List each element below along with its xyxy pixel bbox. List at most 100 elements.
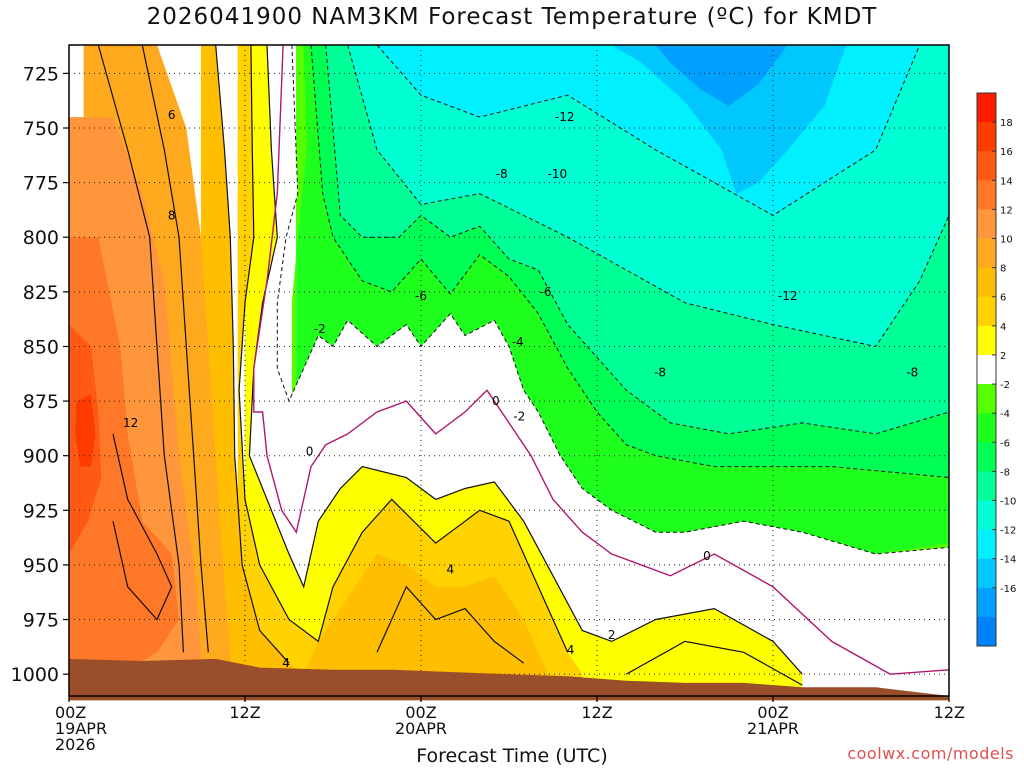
colorbar-swatch xyxy=(977,238,996,269)
colorbar-swatch xyxy=(977,296,996,327)
colorbar-label: -8 xyxy=(1000,467,1010,478)
contour-zero-0 xyxy=(253,45,949,675)
colorbar-swatch xyxy=(977,442,996,472)
colorbar-label: 18 xyxy=(1000,118,1013,129)
colorbar-swatch xyxy=(977,267,996,298)
colorbar-swatch xyxy=(977,325,996,356)
x-tick-label: 2026 xyxy=(55,735,96,754)
contour-solid-5 xyxy=(376,585,525,664)
y-tick-label: 825 xyxy=(23,282,59,304)
colorbar-label: 12 xyxy=(1000,205,1013,216)
colorbar-label: -16 xyxy=(1000,584,1016,595)
plot-frame xyxy=(68,44,950,697)
y-tick-label: 975 xyxy=(23,610,59,632)
y-tick-label: 950 xyxy=(23,555,59,577)
contour-label: -6 xyxy=(540,285,552,299)
contour-labels: 6 8 12 -12 -8 -10 -6 -6 -2 -4 0 -2 0 -8 -12 -8 4 0 2 4 4 xyxy=(123,108,918,670)
contour-label: 6 xyxy=(168,108,176,122)
colorbar-label: 2 xyxy=(1000,351,1006,362)
contour-label: 4 xyxy=(447,562,455,576)
colorbar-label: 16 xyxy=(1000,147,1013,158)
colorbar-label: 4 xyxy=(1000,322,1006,333)
y-tick-label: 850 xyxy=(23,336,59,358)
y-tick-label: 925 xyxy=(23,500,59,522)
contour-label: 0 xyxy=(306,444,314,458)
colorbar-swatch xyxy=(977,558,996,589)
colorbar-label: -12 xyxy=(1000,526,1016,537)
contour-solid-2 xyxy=(238,45,569,653)
y-tick-label: 875 xyxy=(23,391,59,413)
contour-label: 8 xyxy=(168,208,176,222)
contour-label: 0 xyxy=(703,549,711,563)
x-tick-label: 00Z xyxy=(55,703,86,722)
contour-solid-6 xyxy=(112,433,173,621)
contour-label: -12 xyxy=(778,289,798,303)
x-tick-label: 20APR xyxy=(395,719,447,738)
colorbar-swatch xyxy=(977,354,996,385)
contour-label: 2 xyxy=(608,628,616,642)
x-tick-label: 21APR xyxy=(747,719,799,738)
colorbar-swatch xyxy=(977,93,996,123)
contour-dashed-4 xyxy=(276,45,949,555)
contour-label: -10 xyxy=(548,167,568,181)
field-14-16-cold xyxy=(611,45,847,194)
colorbar-label: -10 xyxy=(1000,496,1016,507)
y-tick-label: 750 xyxy=(23,118,59,140)
colorbar-label: -6 xyxy=(1000,438,1010,449)
colorbar-swatch xyxy=(977,180,996,210)
y-tick-label: 725 xyxy=(23,63,59,85)
x-tick-label: 12Z xyxy=(934,703,965,722)
terrain-surface xyxy=(69,658,949,701)
contour-label: -8 xyxy=(654,366,666,380)
colorbar-swatch xyxy=(977,616,996,647)
colorbar: 18 16 14 12 10 8 6 4 2 -2 -4 -6 -8 -10 -12 -14 -16 xyxy=(976,92,1016,647)
colorbar-frame xyxy=(976,92,997,647)
colorbar-label: 6 xyxy=(1000,293,1006,304)
y-tick-label: 775 xyxy=(23,173,59,195)
colorbar-swatch xyxy=(977,529,996,560)
x-tick-label: 00Z xyxy=(405,703,436,722)
contour-lines xyxy=(97,45,949,686)
field-6-8 xyxy=(201,45,553,696)
colorbar-label: 14 xyxy=(1000,176,1013,187)
field-4-6 xyxy=(237,45,583,696)
contour-label: -2 xyxy=(314,322,326,336)
field-18-16-cold xyxy=(655,45,788,107)
y-tick-label: 800 xyxy=(23,227,59,249)
contour-label: -8 xyxy=(906,366,918,380)
contour-label: 4 xyxy=(567,643,575,657)
axis-ticks: 725750775800825850875900925950975100000Z… xyxy=(11,63,965,754)
contour-dashed-3 xyxy=(376,45,921,216)
contour-solid-4 xyxy=(215,45,290,664)
colorbar-swatch xyxy=(977,587,996,618)
contour-label: 4 xyxy=(282,656,290,670)
colorbar-swatch xyxy=(977,151,996,181)
contour-label: 0 xyxy=(492,394,500,408)
field-16-18 xyxy=(74,394,96,467)
contour-dashed-2 xyxy=(347,45,949,348)
colorbar-label: -14 xyxy=(1000,555,1016,566)
contour-label: -8 xyxy=(496,167,508,181)
x-tick-label: 12Z xyxy=(229,703,260,722)
x-tick-label: 12Z xyxy=(581,703,612,722)
colorbar-swatch xyxy=(977,209,996,240)
x-tick-label: 00Z xyxy=(757,703,788,722)
contour-solid-7 xyxy=(626,640,803,686)
y-tick-label: 1000 xyxy=(11,664,59,686)
contour-label: -12 xyxy=(555,110,575,124)
temperature-field xyxy=(69,45,949,696)
colorbar-label: 8 xyxy=(1000,264,1006,275)
chart-title: 2026041900 NAM3KM Forecast Temperature (… xyxy=(146,4,878,30)
x-tick-label: 19APR xyxy=(55,719,107,738)
contour-label: -2 xyxy=(513,409,525,423)
colorbar-label: -4 xyxy=(1000,409,1010,420)
colorbar-swatch xyxy=(977,500,996,531)
colorbar-swatch xyxy=(977,122,996,152)
contour-solid-1 xyxy=(97,45,184,653)
contour-label: 12 xyxy=(123,416,138,430)
colorbar-label: -2 xyxy=(1000,380,1010,391)
colorbar-swatch xyxy=(977,471,996,501)
field-12-14 xyxy=(69,237,179,696)
colorbar-swatch xyxy=(977,384,996,414)
